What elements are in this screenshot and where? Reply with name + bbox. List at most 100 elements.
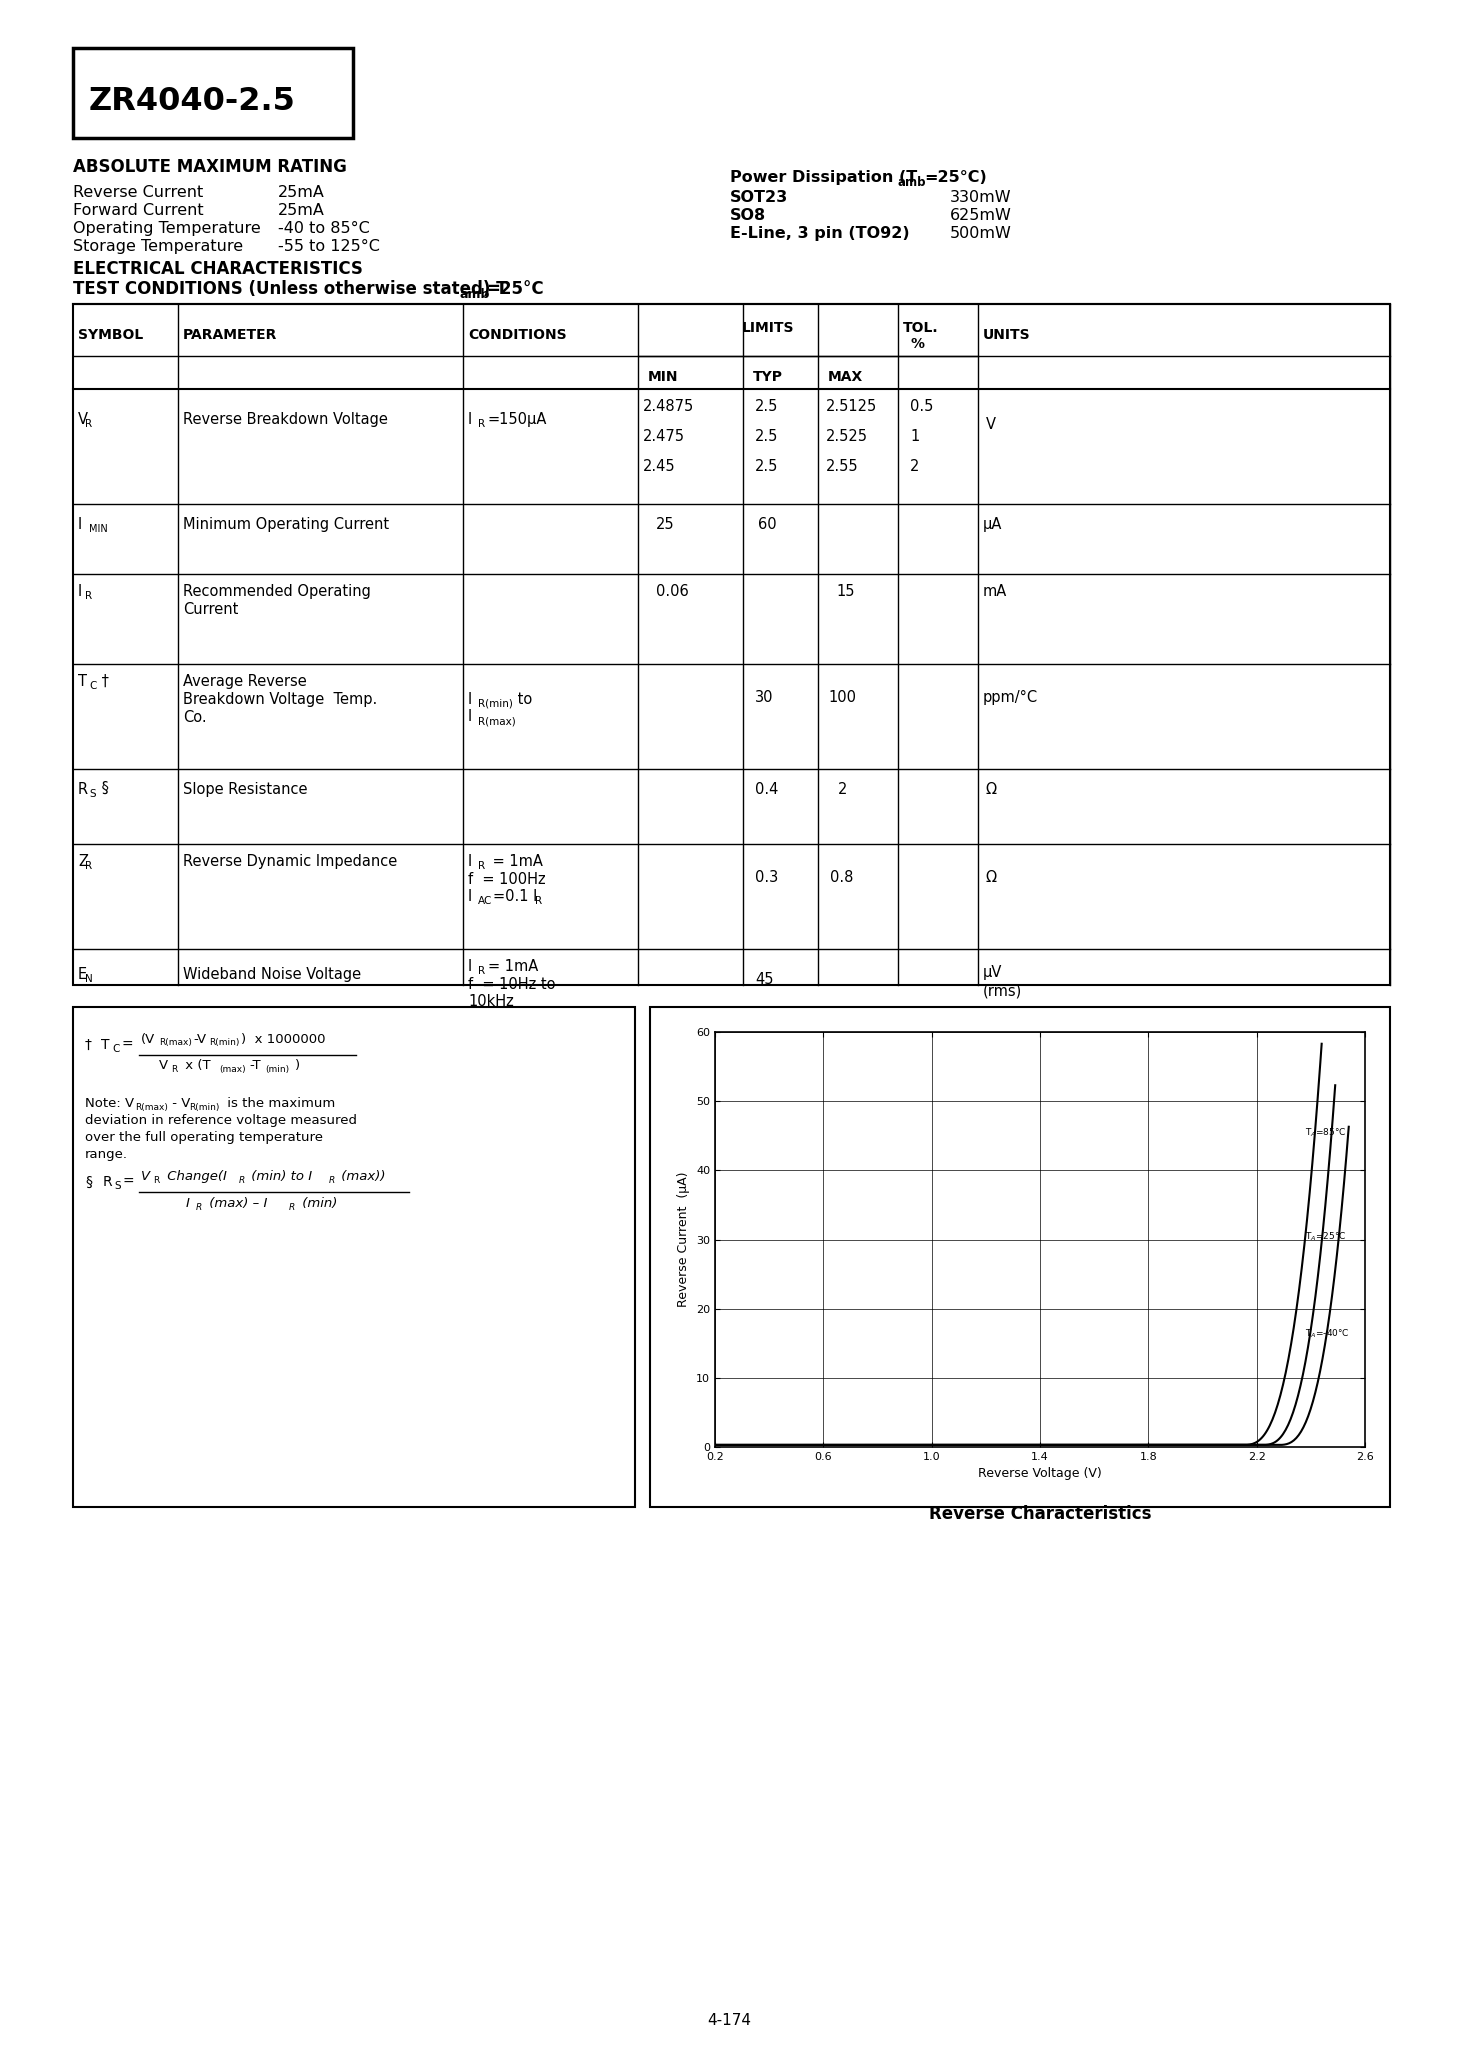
- Text: S: S: [114, 1182, 121, 1190]
- Text: MAX: MAX: [828, 370, 863, 384]
- Text: =0.1 I: =0.1 I: [493, 888, 538, 905]
- Text: 2: 2: [838, 783, 847, 797]
- Bar: [73, 304, 1389, 985]
- Text: V: V: [141, 1169, 150, 1184]
- Text: I: I: [468, 853, 472, 870]
- Text: V: V: [77, 411, 87, 428]
- Text: LIMITS: LIMITS: [742, 320, 795, 335]
- Text: 500mW: 500mW: [951, 225, 1012, 242]
- Text: ppm/°C: ppm/°C: [983, 690, 1038, 705]
- Text: R: R: [478, 967, 486, 975]
- Text: μV: μV: [983, 965, 1002, 979]
- Text: R: R: [330, 1176, 335, 1186]
- Text: R: R: [85, 419, 92, 430]
- Text: Minimum Operating Current: Minimum Operating Current: [184, 516, 389, 533]
- Text: §: §: [98, 781, 109, 795]
- Text: Recommended Operating: Recommended Operating: [184, 585, 370, 599]
- Text: R(max): R(max): [136, 1103, 168, 1112]
- Text: 2.525: 2.525: [827, 430, 868, 444]
- Text: - V: - V: [168, 1097, 191, 1109]
- Text: -V: -V: [192, 1033, 206, 1045]
- Text: (min): (min): [265, 1064, 289, 1074]
- Text: ): ): [295, 1060, 300, 1072]
- Text: T: T: [101, 1037, 109, 1052]
- Text: x (T: x (T: [181, 1060, 210, 1072]
- Text: %: %: [911, 337, 924, 351]
- Text: 2.55: 2.55: [827, 459, 859, 473]
- Text: = 1mA: = 1mA: [488, 959, 538, 973]
- Text: 30: 30: [755, 690, 774, 705]
- Text: E-Line, 3 pin (TO92): E-Line, 3 pin (TO92): [730, 225, 910, 242]
- Text: N: N: [85, 973, 93, 983]
- Text: (min): (min): [297, 1196, 337, 1211]
- Text: 100: 100: [828, 690, 856, 705]
- Y-axis label: Reverse Current  (μA): Reverse Current (μA): [678, 1171, 691, 1308]
- Text: Operating Temperature: Operating Temperature: [73, 221, 261, 236]
- Text: (min) to I: (min) to I: [246, 1169, 312, 1184]
- Text: 2.5: 2.5: [755, 430, 779, 444]
- Text: 0.3: 0.3: [755, 870, 779, 884]
- Text: R(max): R(max): [478, 717, 516, 725]
- Text: PARAMETER: PARAMETER: [184, 328, 277, 343]
- Text: R: R: [171, 1064, 178, 1074]
- Text: I: I: [77, 516, 82, 533]
- Text: R: R: [153, 1176, 159, 1186]
- Text: R(min): R(min): [190, 1103, 219, 1112]
- Text: SOT23: SOT23: [730, 190, 789, 205]
- Text: R: R: [85, 591, 92, 601]
- Text: MIN: MIN: [647, 370, 678, 384]
- Text: Reverse Current: Reverse Current: [73, 186, 203, 200]
- Text: I: I: [468, 709, 472, 723]
- Text: C: C: [89, 682, 96, 690]
- Text: range.: range.: [85, 1149, 128, 1161]
- Text: †: †: [98, 674, 109, 688]
- Text: TEST CONDITIONS (Unless otherwise stated) T: TEST CONDITIONS (Unless otherwise stated…: [73, 281, 507, 298]
- Text: R: R: [77, 783, 87, 797]
- Text: Wideband Noise Voltage: Wideband Noise Voltage: [184, 967, 362, 981]
- Text: ELECTRICAL CHARACTERISTICS: ELECTRICAL CHARACTERISTICS: [73, 260, 363, 279]
- Text: R: R: [85, 862, 92, 872]
- Text: (max) – I: (max) – I: [206, 1196, 267, 1211]
- Text: AC: AC: [478, 897, 493, 907]
- Text: to: to: [513, 692, 532, 707]
- Text: T$_A$=85°C: T$_A$=85°C: [1305, 1126, 1347, 1138]
- Text: (rms): (rms): [983, 983, 1022, 998]
- Text: μA: μA: [983, 516, 1002, 533]
- Text: †: †: [85, 1037, 92, 1052]
- Text: Storage Temperature: Storage Temperature: [73, 240, 243, 254]
- Text: Forward Current: Forward Current: [73, 202, 204, 219]
- Text: 0.5: 0.5: [910, 399, 933, 413]
- Text: =25°C): =25°C): [924, 169, 987, 186]
- Text: = 1mA: = 1mA: [488, 853, 542, 870]
- Bar: [73, 48, 353, 138]
- Text: 60: 60: [758, 516, 777, 533]
- Text: 2.5125: 2.5125: [827, 399, 878, 413]
- Text: ABSOLUTE MAXIMUM RATING: ABSOLUTE MAXIMUM RATING: [73, 157, 347, 176]
- Text: is the maximum: is the maximum: [223, 1097, 335, 1109]
- Text: R: R: [104, 1176, 112, 1190]
- Text: Change(I: Change(I: [163, 1169, 227, 1184]
- X-axis label: Reverse Voltage (V): Reverse Voltage (V): [978, 1467, 1102, 1481]
- Text: 2.45: 2.45: [643, 459, 675, 473]
- Text: 25: 25: [656, 516, 675, 533]
- Text: amb: amb: [461, 287, 490, 302]
- Text: §: §: [85, 1176, 92, 1190]
- Text: 25mA: 25mA: [278, 202, 325, 219]
- Text: V: V: [986, 417, 996, 432]
- Text: R: R: [239, 1176, 245, 1186]
- Text: R: R: [478, 862, 486, 872]
- Text: =25°C: =25°C: [486, 281, 544, 298]
- Text: -55 to 125°C: -55 to 125°C: [278, 240, 381, 254]
- Text: 15: 15: [835, 585, 854, 599]
- Text: 45: 45: [755, 971, 774, 988]
- Text: R: R: [535, 897, 542, 907]
- Text: f  = 100Hz: f = 100Hz: [468, 872, 545, 886]
- Text: E: E: [77, 967, 87, 981]
- Text: TOL.: TOL.: [903, 320, 939, 335]
- Text: S: S: [89, 789, 96, 800]
- Text: I: I: [468, 959, 472, 973]
- Text: =: =: [122, 1176, 134, 1190]
- Text: T$_A$=-40°C: T$_A$=-40°C: [1305, 1326, 1350, 1341]
- Text: R: R: [289, 1202, 296, 1213]
- Text: UNITS: UNITS: [983, 328, 1031, 343]
